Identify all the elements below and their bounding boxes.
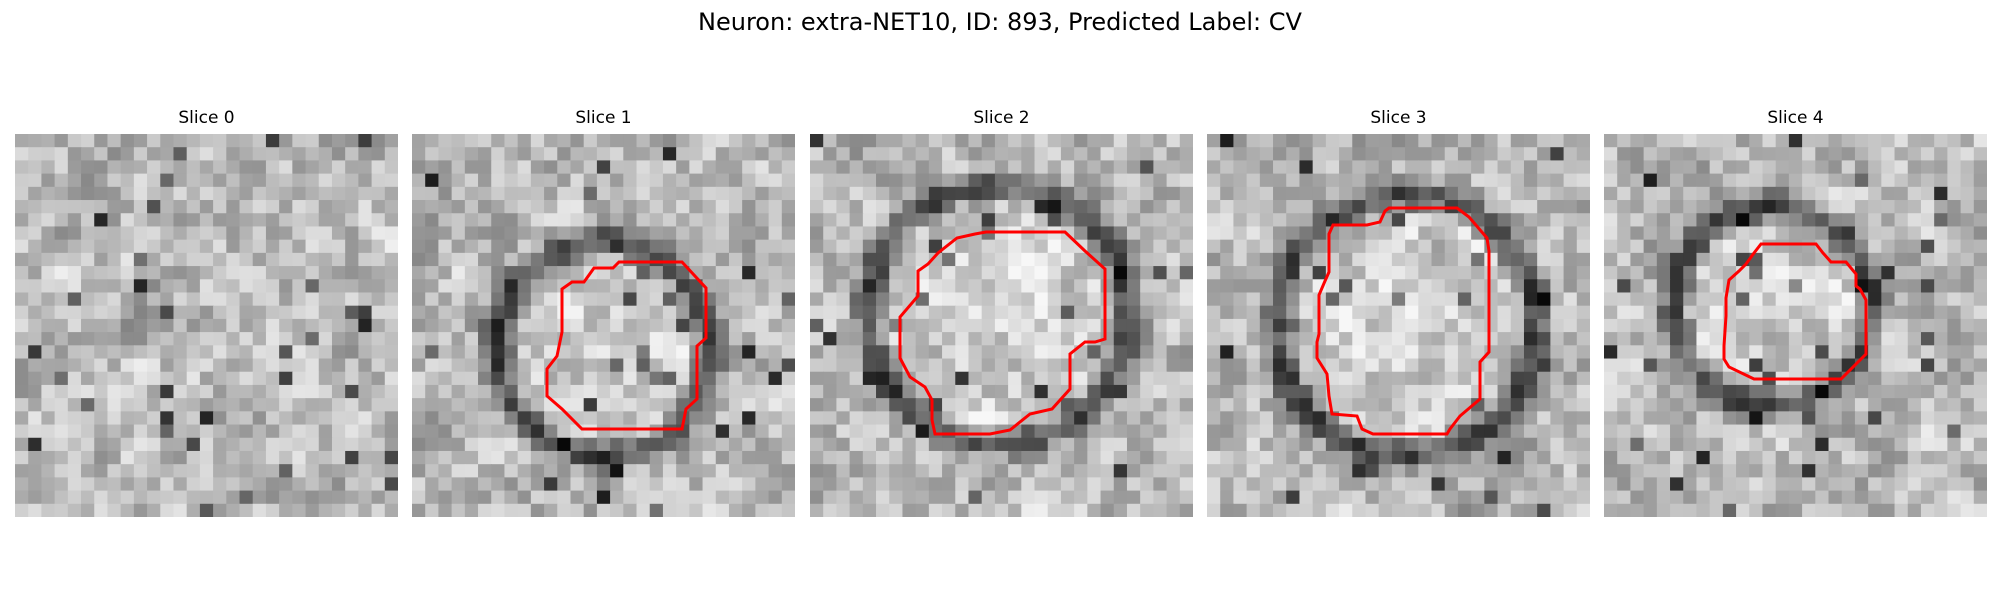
slice-image-3 [1207,134,1590,517]
segmentation-contour-2 [898,230,1107,436]
slice-title-0: Slice 0 [178,108,235,128]
slice-image-0 [15,134,398,517]
slice-title-1: Slice 1 [575,108,632,128]
slice-title-3: Slice 3 [1370,108,1427,128]
slice-image-1 [412,134,795,517]
segmentation-contour-4 [1722,242,1868,381]
slice-panel-3: Slice 3 [1207,107,1590,517]
slice-panel-0: Slice 0 [15,107,398,517]
slice-image-2 [810,134,1193,517]
slice-image-4 [1604,134,1987,517]
segmentation-contour-3 [1315,206,1491,436]
slice-title-2: Slice 2 [973,108,1030,128]
slice-panel-2: Slice 2 [810,107,1193,517]
slice-panel-1: Slice 1 [412,107,795,517]
figure-title: Neuron: extra-NET10, ID: 893, Predicted … [698,8,1302,36]
segmentation-contour-1 [545,260,708,431]
slice-title-4: Slice 4 [1767,108,1824,128]
slice-panel-4: Slice 4 [1604,107,1987,517]
